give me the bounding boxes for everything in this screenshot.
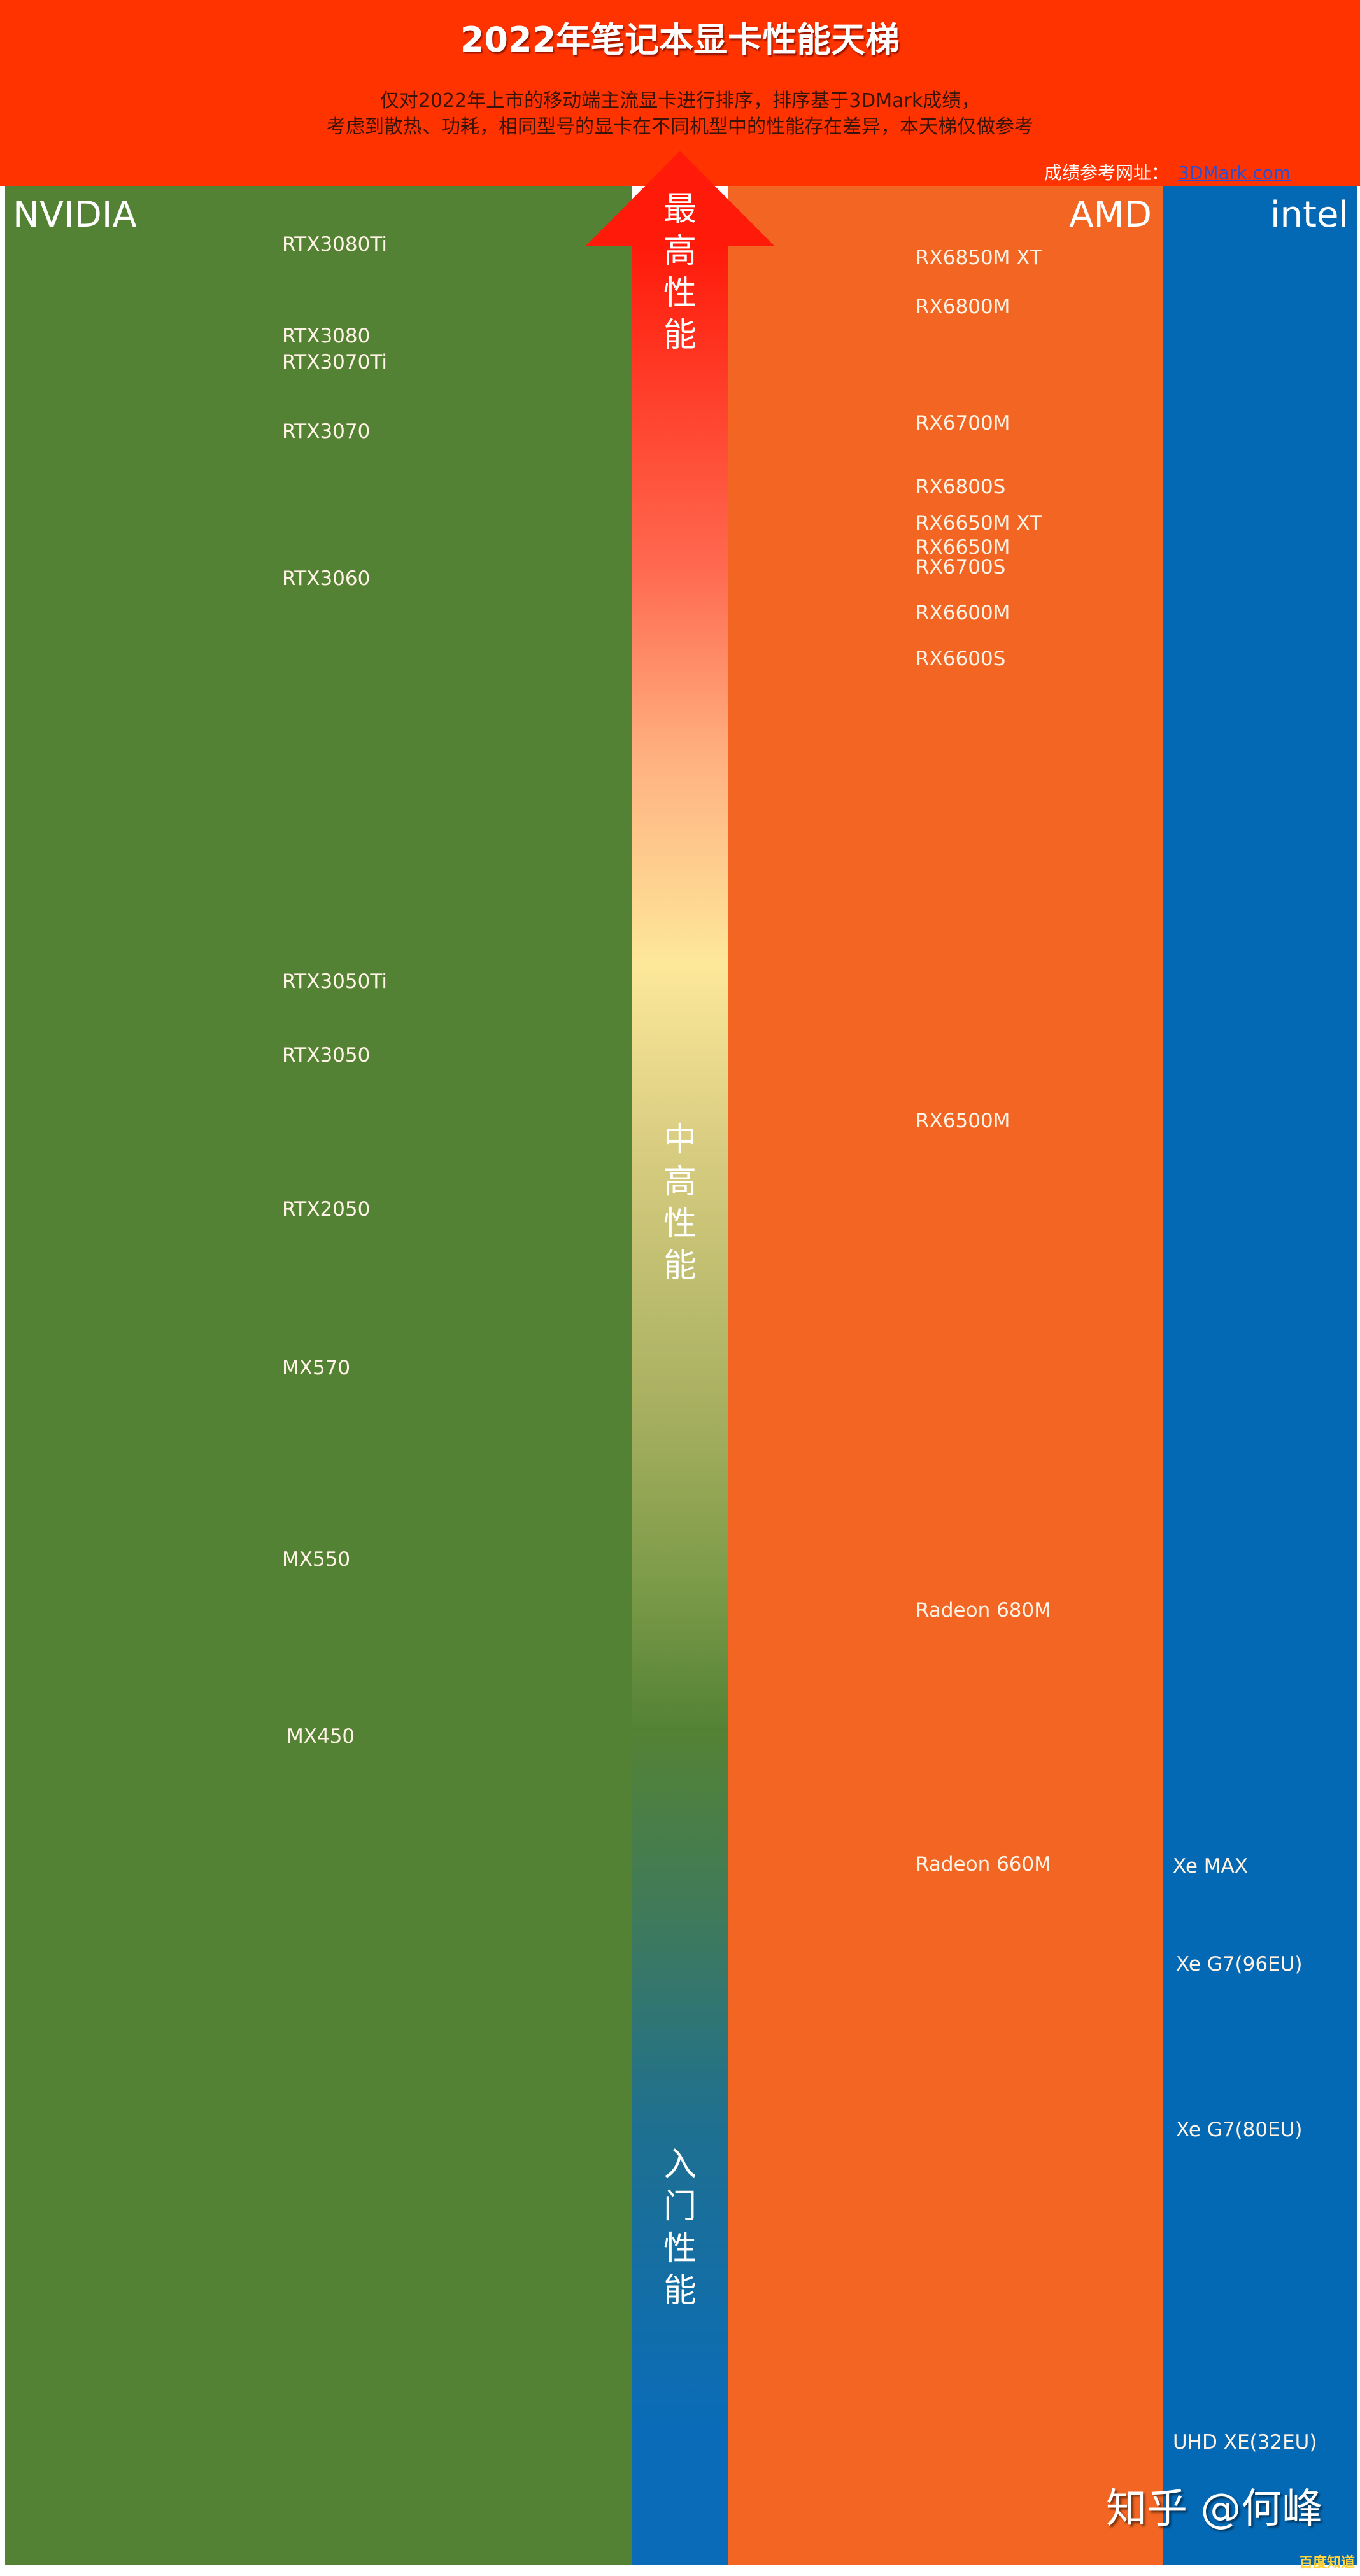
gpu-item: MX450	[287, 1725, 355, 1748]
gpu-item: RX6600S	[916, 647, 1006, 670]
amd-column	[728, 186, 1163, 2565]
gpu-item: RTX3070Ti	[282, 351, 387, 374]
gpu-item: Radeon 660M	[916, 1853, 1051, 1876]
subtitle-line-1: 仅对2022年上市的移动端主流显卡进行排序，排序基于3DMark成绩，	[379, 90, 981, 112]
subtitle-line-2: 考虑到散热、功耗，相同型号的显卡在不同机型中的性能存在差异，本天梯仅做参考	[327, 116, 1033, 138]
gpu-item: Xe G7(96EU)	[1176, 1953, 1303, 1976]
intel-column	[1163, 186, 1357, 2565]
gpu-item: Xe G7(80EU)	[1176, 2118, 1303, 2141]
nvidia-column	[5, 186, 632, 2565]
label-mid-performance: 中高性能	[663, 1121, 697, 1285]
gpu-item: MX550	[282, 1548, 351, 1571]
gpu-item: RX6800S	[916, 475, 1006, 498]
reference-link[interactable]: 3DMark.com	[1178, 162, 1291, 183]
gpu-item: RTX3080	[282, 325, 371, 348]
gpu-item: RX6500M	[916, 1109, 1010, 1132]
performance-arrow-shaft	[632, 246, 728, 2565]
gpu-item: RTX3050	[282, 1044, 371, 1067]
gpu-item: RX6600M	[916, 602, 1010, 624]
watermark: 知乎 @何峰	[1106, 2486, 1323, 2533]
reference: 成绩参考网址： 3DMark.com	[1044, 159, 1291, 185]
gpu-item: RX6650M XT	[916, 512, 1042, 535]
brand-intel: intel	[1270, 194, 1349, 236]
reference-label: 成绩参考网址：	[1044, 162, 1170, 183]
gpu-item: RX6700S	[916, 556, 1006, 579]
page-title: 2022年笔记本显卡性能天梯	[460, 20, 900, 60]
label-entry-performance: 入门性能	[663, 2146, 697, 2310]
gpu-item: Radeon 680M	[916, 1599, 1051, 1622]
gpu-item: RTX3060	[282, 567, 371, 590]
arrow-up-icon	[585, 151, 775, 246]
gpu-item: RTX3080Ti	[282, 233, 387, 256]
gpu-item: RX6700M	[916, 412, 1010, 435]
gpu-item: RTX2050	[282, 1198, 371, 1221]
gpu-item: RX6800M	[916, 295, 1010, 318]
label-top-performance: 最高性能	[663, 190, 697, 355]
gpu-item: RTX3050Ti	[282, 970, 387, 993]
gpu-item: MX570	[282, 1356, 351, 1379]
gpu-item: Xe MAX	[1173, 1855, 1248, 1878]
corner-logo: 百度知道	[1299, 2555, 1356, 2571]
gpu-item: RX6650M	[916, 536, 1010, 559]
gpu-item: RX6850M XT	[916, 246, 1042, 269]
gpu-item: RTX3070	[282, 420, 371, 443]
brand-nvidia: NVIDIA	[13, 194, 137, 236]
gpu-item: UHD XE(32EU)	[1173, 2431, 1317, 2454]
brand-amd: AMD	[1069, 194, 1152, 236]
